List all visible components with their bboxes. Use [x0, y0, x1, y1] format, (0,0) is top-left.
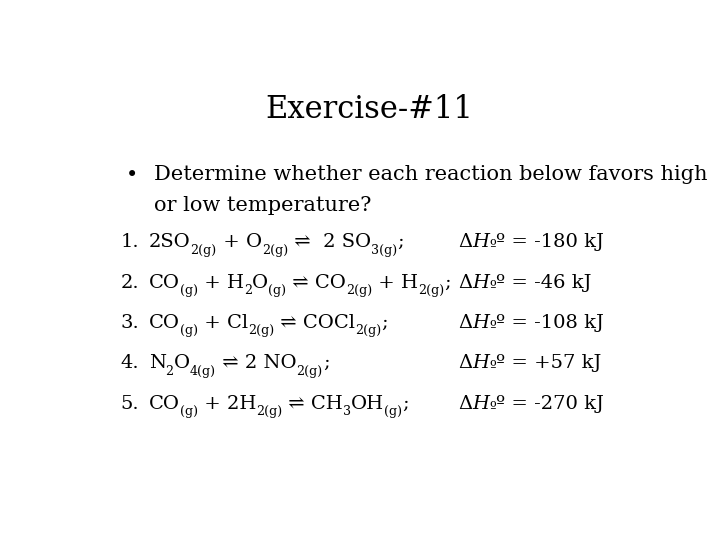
Text: º = -108 kJ: º = -108 kJ — [496, 314, 604, 332]
Text: Determine whether each reaction below favors high: Determine whether each reaction below fa… — [154, 165, 708, 184]
Text: CO: CO — [148, 395, 179, 413]
Text: 4(g): 4(g) — [190, 364, 216, 377]
Text: ⇌ 2 NO: ⇌ 2 NO — [216, 354, 297, 372]
Text: Δ: Δ — [459, 395, 472, 413]
Text: º: º — [490, 280, 496, 294]
Text: H: H — [472, 274, 490, 292]
Text: ⇌  2 SO: ⇌ 2 SO — [288, 233, 371, 251]
Text: º: º — [490, 401, 496, 415]
Text: + H: + H — [198, 274, 243, 292]
Text: (g): (g) — [179, 324, 198, 338]
Text: Δ: Δ — [459, 314, 472, 332]
Text: + 2H: + 2H — [198, 395, 256, 413]
Text: (g): (g) — [179, 405, 198, 418]
Text: 2SO: 2SO — [148, 233, 190, 251]
Text: 4.: 4. — [121, 354, 139, 372]
Text: + O: + O — [217, 233, 261, 251]
Text: N: N — [148, 354, 166, 372]
Text: Δ: Δ — [459, 274, 472, 292]
Text: ⇌ CO: ⇌ CO — [286, 274, 346, 292]
Text: CO: CO — [148, 274, 179, 292]
Text: 3(g): 3(g) — [371, 244, 397, 256]
Text: 1.: 1. — [121, 233, 139, 251]
Text: 3.: 3. — [121, 314, 140, 332]
Text: OH: OH — [351, 395, 384, 413]
Text: (g): (g) — [268, 284, 286, 297]
Text: 2(g): 2(g) — [256, 405, 282, 418]
Text: + Cl: + Cl — [198, 314, 248, 332]
Text: or low temperature?: or low temperature? — [154, 196, 372, 215]
Text: (g): (g) — [384, 405, 402, 418]
Text: º: º — [490, 239, 496, 253]
Text: º: º — [490, 360, 496, 374]
Text: 3: 3 — [343, 405, 351, 418]
Text: Δ: Δ — [459, 354, 472, 372]
Text: 2(g): 2(g) — [418, 284, 444, 297]
Text: 2(g): 2(g) — [346, 284, 372, 297]
Text: º = -270 kJ: º = -270 kJ — [496, 395, 604, 413]
Text: 2(g): 2(g) — [248, 324, 274, 338]
Text: 5.: 5. — [121, 395, 139, 413]
Text: 2(g): 2(g) — [297, 364, 323, 377]
Text: H: H — [472, 314, 490, 332]
Text: 2(g): 2(g) — [355, 324, 382, 338]
Text: º = -46 kJ: º = -46 kJ — [496, 274, 592, 292]
Text: 2(g): 2(g) — [261, 244, 288, 256]
Text: ⇌ COCl: ⇌ COCl — [274, 314, 355, 332]
Text: 2.: 2. — [121, 274, 139, 292]
Text: Exercise-#11: Exercise-#11 — [265, 94, 473, 125]
Text: º = -180 kJ: º = -180 kJ — [496, 233, 604, 251]
Text: ;: ; — [323, 354, 330, 372]
Text: O: O — [174, 354, 190, 372]
Text: (g): (g) — [179, 284, 198, 297]
Text: + H: + H — [372, 274, 418, 292]
Text: Δ: Δ — [459, 233, 472, 251]
Text: CO: CO — [148, 314, 179, 332]
Text: ;: ; — [444, 274, 451, 292]
Text: H: H — [472, 354, 490, 372]
Text: ;: ; — [402, 395, 409, 413]
Text: º = +57 kJ: º = +57 kJ — [496, 354, 601, 372]
Text: 2(g): 2(g) — [190, 244, 217, 256]
Text: º: º — [490, 320, 496, 334]
Text: H: H — [472, 233, 490, 251]
Text: •: • — [126, 165, 138, 185]
Text: H: H — [472, 395, 490, 413]
Text: O: O — [252, 274, 268, 292]
Text: ;: ; — [382, 314, 388, 332]
Text: ⇌ CH: ⇌ CH — [282, 395, 343, 413]
Text: 2: 2 — [243, 284, 252, 297]
Text: 2: 2 — [166, 364, 174, 377]
Text: ;: ; — [397, 233, 404, 251]
